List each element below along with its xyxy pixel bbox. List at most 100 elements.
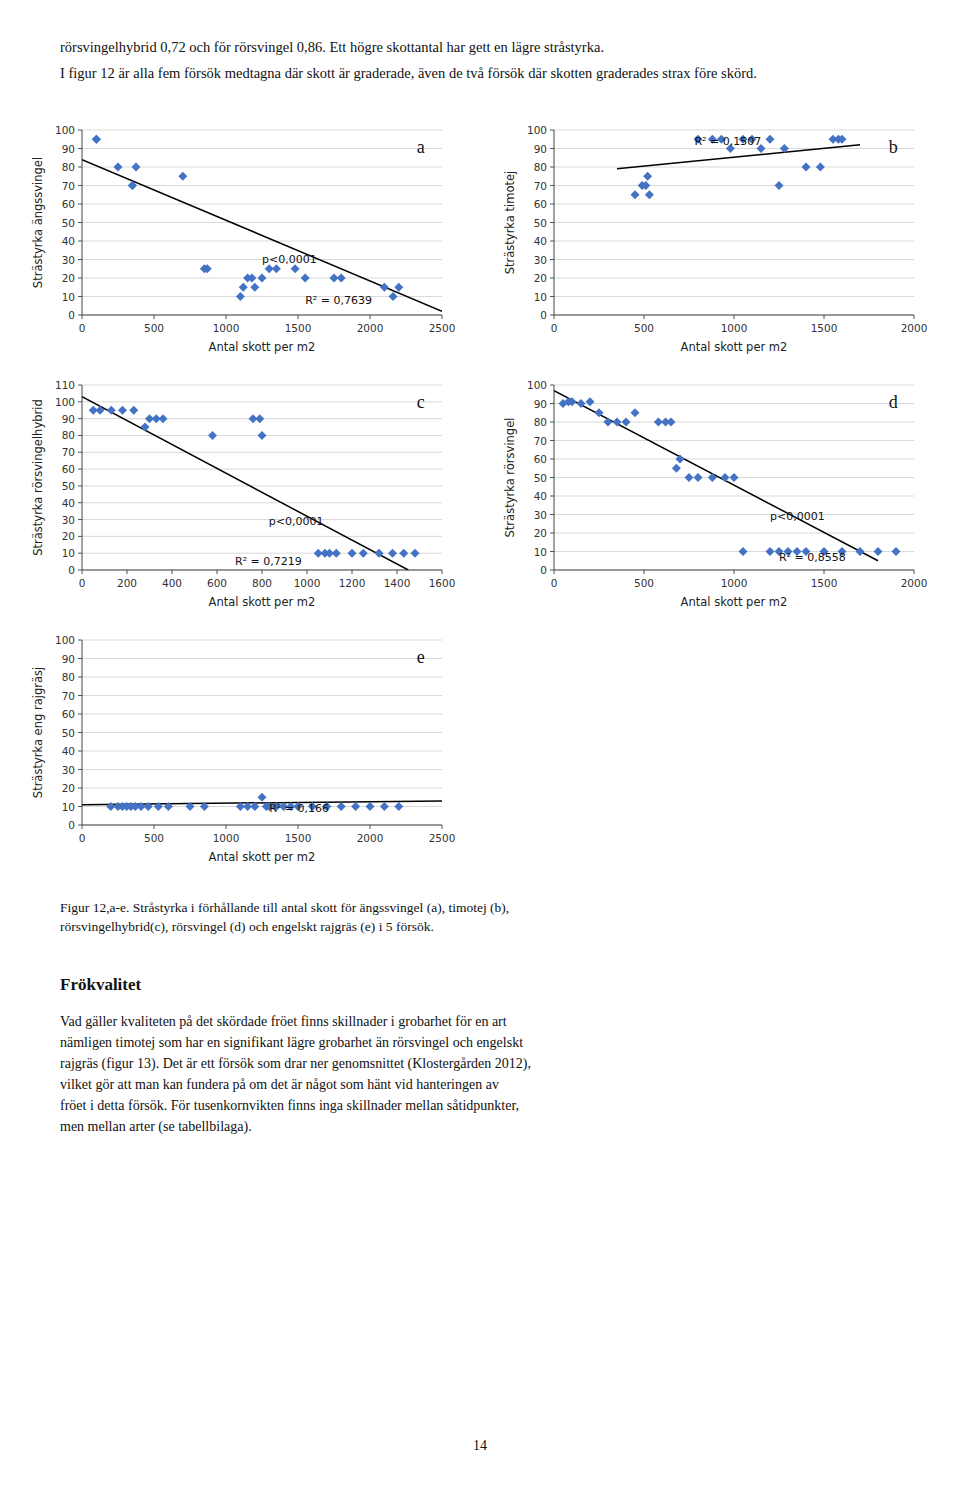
point [685,473,694,482]
y-tick-label: 70 [62,180,75,192]
grid-line [554,440,914,441]
grid-line [82,695,442,696]
body-line: Vad gäller kvaliteten på det skördade fr… [60,1014,507,1029]
point [411,549,420,558]
y-tick [550,241,554,242]
grid-line [554,533,914,534]
y-tick [550,570,554,571]
point [577,399,586,408]
annotation: R² = 0,1507 [694,135,761,148]
grid-line [554,185,914,186]
y-tick-label: 30 [62,254,75,266]
x-tick [298,825,299,829]
x-tick [442,570,443,574]
y-tick-label: 90 [534,398,547,410]
grid-line [82,485,442,486]
y-axis-line [82,640,83,825]
x-tick [352,570,353,574]
point [631,408,640,417]
x-tick-label: 200 [117,577,137,589]
grid-line [554,259,914,260]
y-tick [78,519,82,520]
point [380,802,389,811]
x-tick-label: 2500 [429,832,456,844]
grid-line [554,496,914,497]
grid-line [82,469,442,470]
y-tick-label: 60 [62,708,75,720]
y-tick [550,514,554,515]
y-tick-label: 0 [540,564,547,576]
y-axis-label: Strästyrka rörsvingel [503,418,517,538]
grid-line [554,278,914,279]
x-tick [554,570,555,574]
y-tick [78,418,82,419]
x-tick [127,570,128,574]
page-number: 14 [473,1438,487,1453]
y-tick-label: 90 [62,143,75,155]
y-tick-label: 70 [534,180,547,192]
y-tick-label: 0 [68,309,75,321]
y-tick-label: 50 [62,217,75,229]
x-tick-label: 0 [79,832,86,844]
x-tick [154,315,155,319]
x-tick [226,315,227,319]
point [203,264,212,273]
y-tick-label: 40 [534,490,547,502]
x-tick-label: 500 [144,832,164,844]
x-tick-label: 800 [252,577,272,589]
point [200,802,209,811]
grid-line [82,570,442,571]
point [359,549,368,558]
panel-label: c [417,392,425,412]
x-axis-line [82,315,442,316]
y-tick [78,148,82,149]
y-tick-label: 90 [62,413,75,425]
grid-line [82,825,442,826]
y-tick-label: 90 [534,143,547,155]
section-title: Frökvalitet [60,975,142,994]
point [178,172,187,181]
x-axis-line [554,570,914,571]
grid-line [554,570,914,571]
grid-line [82,241,442,242]
y-tick-label: 40 [62,497,75,509]
grid-line [554,459,914,460]
x-axis-label: Antal skott per m2 [209,595,316,609]
x-axis-line [82,570,442,571]
chart: 0102030405060708090100050010001500200025… [31,124,455,354]
y-tick [78,130,82,131]
annotation: p<0,0001 [269,515,324,528]
y-tick-label: 100 [55,396,75,408]
y-tick-label: 10 [62,291,75,303]
x-tick-label: 2000 [901,577,928,589]
y-tick [78,185,82,186]
y-tick [78,570,82,571]
annotation: R² = 0,7639 [305,294,372,307]
point [622,418,631,427]
y-tick [78,435,82,436]
grid-line [82,502,442,503]
caption: Figur 12,a-e. Stråstyrka i förhållande t… [60,900,509,934]
point [775,181,784,190]
body-line: vilket gör att man kan fundera på om det… [60,1077,499,1092]
x-tick-label: 1500 [811,322,838,334]
y-tick-label: 20 [62,530,75,542]
annotation: R² = 0,7219 [235,555,302,568]
y-tick [78,658,82,659]
x-axis-label: Antal skott per m2 [209,340,316,354]
y-tick-label: 80 [62,429,75,441]
point [874,547,883,556]
y-tick-label: 20 [62,782,75,794]
grid-line [82,788,442,789]
page: rörsvingelhybrid 0,72 och för rörsvingel… [0,0,960,1489]
y-tick-label: 30 [62,764,75,776]
y-tick-label: 80 [62,161,75,173]
x-tick [824,315,825,319]
x-tick-label: 0 [551,577,558,589]
y-tick [78,259,82,260]
y-tick [78,385,82,386]
x-tick-label: 400 [162,577,182,589]
body-line: nämligen timotej som har en signifikant … [60,1035,523,1050]
y-tick-label: 110 [55,379,75,391]
point [118,406,127,415]
